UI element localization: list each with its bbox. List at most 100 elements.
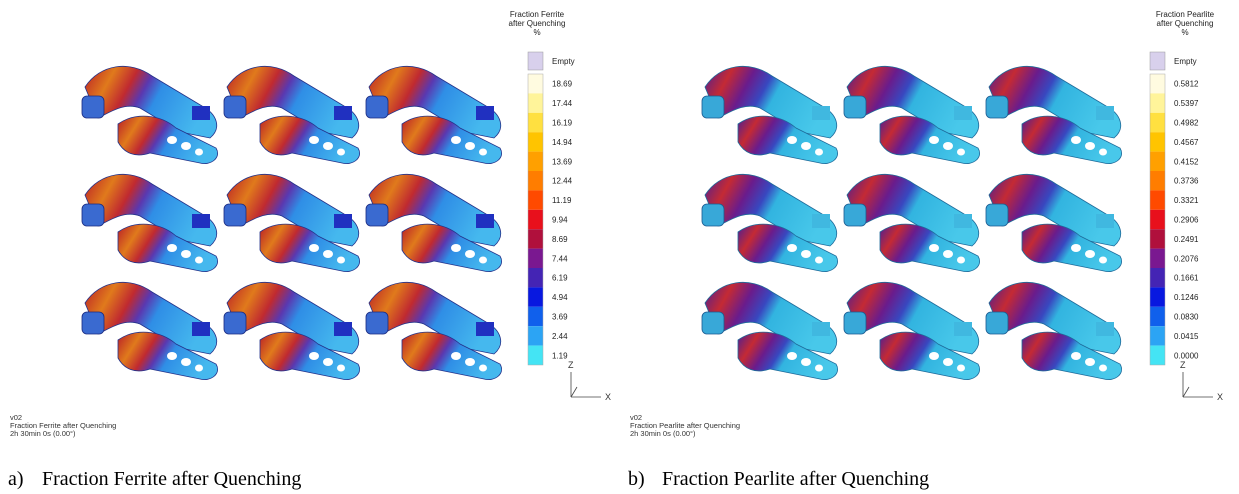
axis-label-z: Z: [1180, 360, 1186, 370]
legend-label: 13.69: [552, 157, 573, 166]
axis-y: [1183, 387, 1189, 397]
colorbar-segment: [528, 113, 543, 132]
part-render: [844, 66, 980, 163]
colorbar-segment: [1150, 287, 1165, 306]
colorbar-segment: [528, 132, 543, 151]
colorbar-segment: [1150, 171, 1165, 190]
caption-letter: a): [8, 468, 24, 490]
legend-label: 0.5812: [1174, 80, 1199, 89]
legend-label: 17.44: [552, 99, 573, 108]
figure-canvas: Fraction Ferriteafter Quenching%Empty18.…: [0, 0, 1239, 494]
colorbar-segment: [528, 268, 543, 287]
colorbar-empty: [528, 52, 543, 70]
part-render: [844, 174, 980, 271]
legend-title: %: [533, 28, 540, 37]
colorbar-segment: [1150, 93, 1165, 112]
legend-label: 2.44: [552, 332, 568, 341]
part-render: [702, 66, 838, 163]
legend-title: after Quenching: [509, 19, 566, 28]
axis-label-x: X: [605, 392, 611, 402]
colorbar-segment: [528, 229, 543, 248]
legend-label: 6.19: [552, 274, 568, 283]
colorbar-segment: [1150, 132, 1165, 151]
legend-label: 0.0830: [1174, 313, 1199, 322]
legend-label: 18.69: [552, 80, 573, 89]
colorbar-segment: [1150, 113, 1165, 132]
colorbar-segment: [1150, 249, 1165, 268]
colorbar-segment: [528, 74, 543, 93]
figure: Fraction Ferriteafter Quenching%Empty18.…: [0, 0, 1239, 494]
part-render: [702, 174, 838, 271]
legend-label: 1.19: [552, 351, 568, 360]
legend-label: 11.19: [552, 196, 572, 205]
legend-label: Empty: [552, 57, 575, 66]
legend-label: 0.0000: [1174, 351, 1199, 360]
part-render: [82, 66, 218, 163]
legend-label: 16.19: [552, 119, 573, 128]
part-render: [366, 174, 502, 271]
part-render: [366, 282, 502, 379]
legend-label: 0.1246: [1174, 293, 1199, 302]
legend-label: 0.5397: [1174, 99, 1199, 108]
colorbar-segment: [1150, 307, 1165, 326]
colorbar-segment: [528, 190, 543, 209]
part-render: [224, 66, 360, 163]
caption-text: Fraction Ferrite after Quenching: [42, 468, 301, 490]
legend-title: after Quenching: [1157, 19, 1214, 28]
colorbar-segment: [528, 287, 543, 306]
colorbar-segment: [528, 307, 543, 326]
legend-title: Fraction Pearlite: [1156, 10, 1215, 19]
colorbar-empty: [1150, 52, 1165, 70]
legend-label: 0.1661: [1174, 274, 1199, 283]
part-render: [986, 174, 1122, 271]
colorbar-segment: [1150, 268, 1165, 287]
legend-label: 0.2906: [1174, 216, 1199, 225]
part-render: [224, 174, 360, 271]
legend-label: 0.4567: [1174, 138, 1199, 147]
colorbar-segment: [528, 210, 543, 229]
part-render: [986, 66, 1122, 163]
colorbar-segment: [528, 93, 543, 112]
colorbar-segment: [1150, 74, 1165, 93]
legend-title: %: [1181, 28, 1188, 37]
colorbar-segment: [1150, 326, 1165, 345]
info-line: 2h 30min 0s (0.00°): [630, 429, 696, 438]
legend-label: 4.94: [552, 293, 568, 302]
colorbar-segment: [528, 249, 543, 268]
colorbar-segment: [528, 152, 543, 171]
axis-y: [571, 387, 577, 397]
colorbar-segment: [1150, 210, 1165, 229]
legend-label: 0.4982: [1174, 119, 1199, 128]
legend-label: 0.0415: [1174, 332, 1199, 341]
caption-text: Fraction Pearlite after Quenching: [662, 468, 929, 490]
axis-label-z: Z: [568, 360, 574, 370]
part-render: [702, 282, 838, 379]
legend-label: 0.4152: [1174, 157, 1199, 166]
colorbar-segment: [528, 326, 543, 345]
part-render: [82, 282, 218, 379]
part-render: [986, 282, 1122, 379]
part-render: [366, 66, 502, 163]
legend-label: 9.94: [552, 216, 568, 225]
info-line: 2h 30min 0s (0.00°): [10, 429, 76, 438]
colorbar-segment: [528, 346, 543, 365]
legend-label: 3.69: [552, 313, 568, 322]
legend-label: 0.2076: [1174, 254, 1199, 263]
legend-label: 12.44: [552, 177, 573, 186]
colorbar-segment: [1150, 152, 1165, 171]
legend-label: 8.69: [552, 235, 568, 244]
colorbar-segment: [528, 171, 543, 190]
part-render: [224, 282, 360, 379]
legend-label: 0.3736: [1174, 177, 1199, 186]
colorbar-segment: [1150, 229, 1165, 248]
legend-label: 0.2491: [1174, 235, 1199, 244]
legend-label: 7.44: [552, 254, 568, 263]
legend-label: 14.94: [552, 138, 573, 147]
part-render: [82, 174, 218, 271]
colorbar-segment: [1150, 346, 1165, 365]
legend-label: 0.3321: [1174, 196, 1199, 205]
legend-label: Empty: [1174, 57, 1197, 66]
caption-letter: b): [628, 468, 645, 490]
